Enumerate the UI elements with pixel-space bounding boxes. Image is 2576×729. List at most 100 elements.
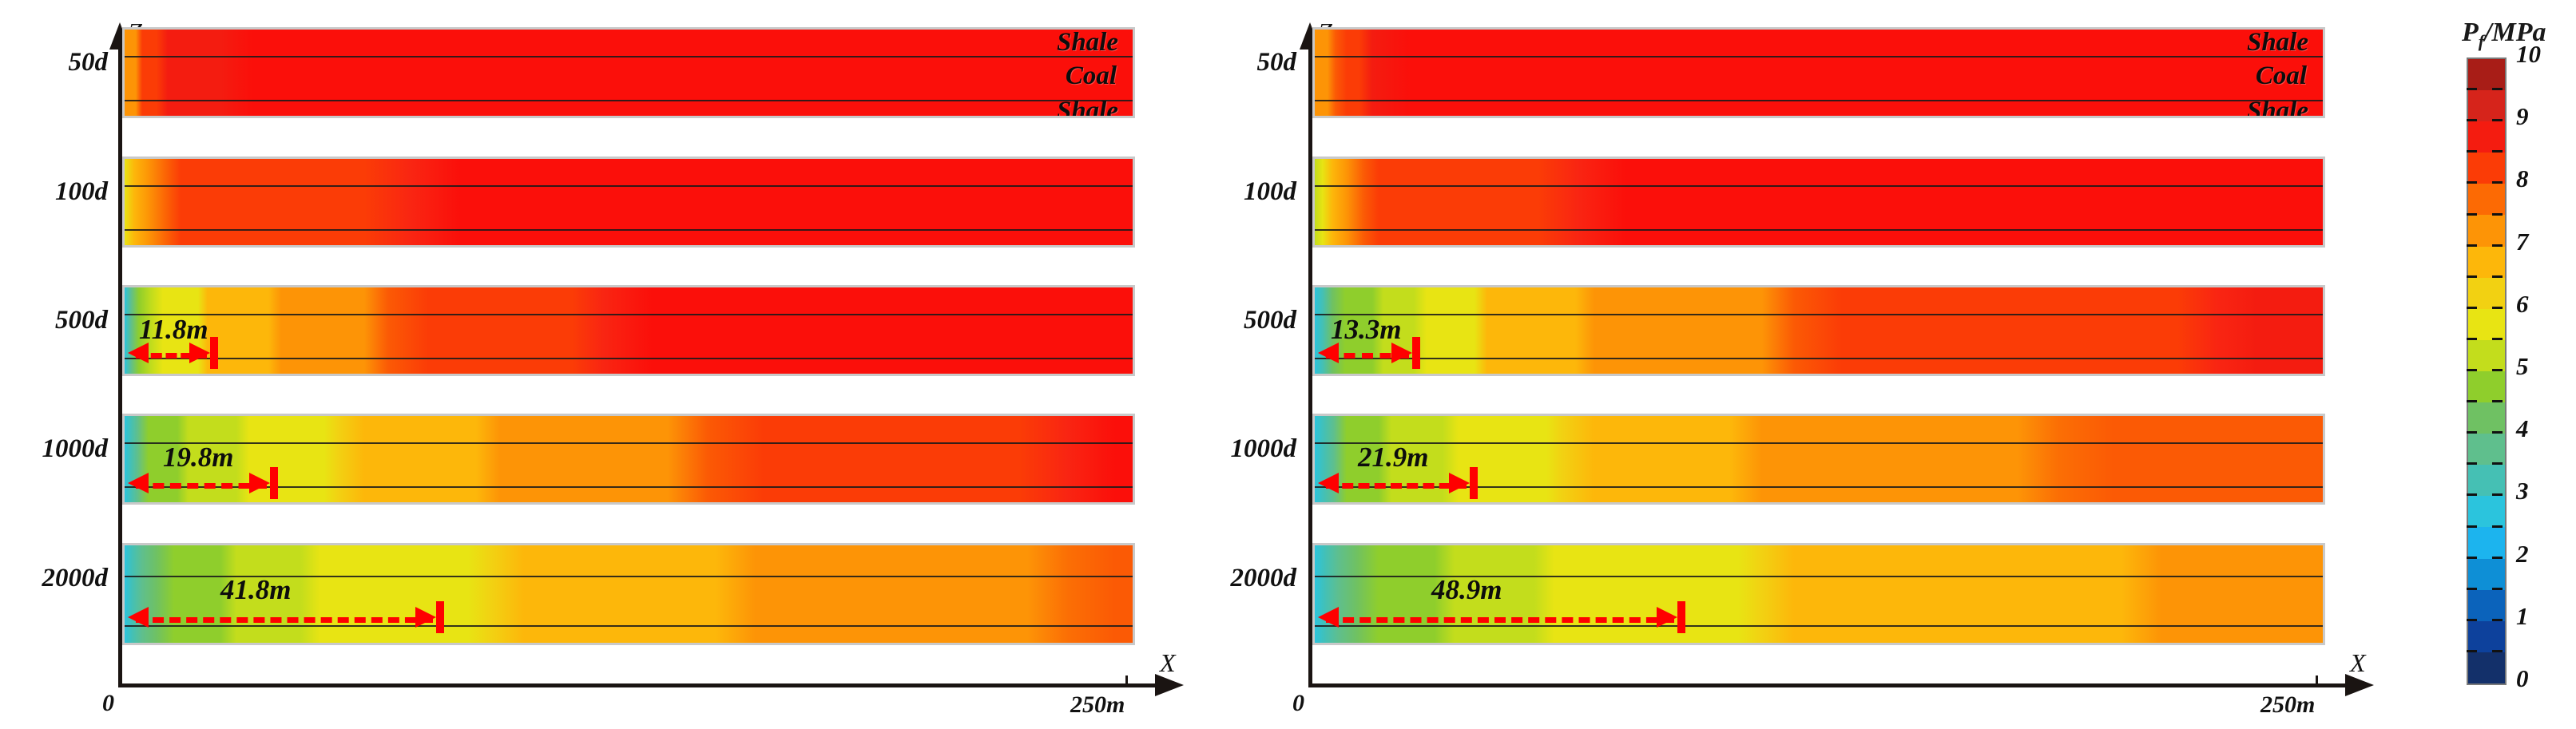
contour-strip-a-2000d: 41.8m [122, 543, 1135, 645]
colorbar: Pf/MPa 10 9 8 7 6 5 4 3 2 1 0 [2452, 0, 2576, 729]
measurement-arrowhead-left [1318, 607, 1339, 628]
contour-strip-a-500d: 11.8m [122, 285, 1135, 376]
colorbar-tick-mark-r-18 [2492, 618, 2503, 621]
layer-boundary-a-50d-2 [125, 100, 1133, 101]
measurement-label-b-500d: 13.3m [1331, 314, 1402, 345]
layer-boundary-b-50d-1 [1315, 56, 2323, 57]
x-axis-tick-max-b [2316, 676, 2318, 687]
measurement-arrowhead-left [128, 607, 149, 628]
colorbar-band-18 [2468, 620, 2505, 652]
colorbar-band-14 [2468, 496, 2505, 528]
z-axis-line-a [118, 48, 122, 687]
colorbar-title-symbol: P [2462, 18, 2479, 47]
colorbar-tick-mark-l-6 [2467, 244, 2477, 247]
rock-label-a-shale-bottom: Shale [1056, 97, 1118, 118]
colorbar-tick-mark-l-4 [2467, 181, 2477, 184]
colorbar-band-6 [2468, 246, 2505, 278]
rock-label-b-shale-bottom: Shale [2246, 97, 2308, 118]
colorbar-tick-mark-l-7 [2467, 275, 2477, 278]
colorbar-band-19 [2468, 652, 2505, 683]
colorbar-tick-mark-l-14 [2467, 493, 2477, 497]
colorbar-tick-mark-r-1 [2492, 88, 2503, 91]
measurement-arrowhead-left [1318, 343, 1339, 363]
contour-fill-a-1000d [125, 416, 1133, 502]
colorbar-tick-mark-r-4 [2492, 181, 2503, 184]
colorbar-tick-mark-r-2 [2492, 119, 2503, 122]
layer-boundary-a-100d-2 [125, 229, 1133, 231]
colorbar-band-3 [2468, 153, 2505, 184]
x-axis-line-b [1308, 683, 2347, 687]
measurement-arrowhead-right [415, 607, 436, 628]
colorbar-label-0: 0 [2516, 664, 2529, 692]
colorbar-tick-mark-r-19 [2492, 649, 2503, 652]
colorbar-band-15 [2468, 527, 2505, 559]
measurement-arrowhead-right [1449, 473, 1470, 493]
colorbar-tick-mark-r-3 [2492, 150, 2503, 153]
colorbar-tick-mark-l-15 [2467, 525, 2477, 528]
layer-boundary-b-1000d-1 [1315, 442, 2323, 444]
measurement-arrowhead-right [189, 343, 210, 363]
time-label-a-500d: 500d [55, 306, 108, 335]
contour-fill-a-50d [125, 30, 1133, 116]
measurement-dash-line [1326, 483, 1467, 489]
layer-boundary-b-500d-1 [1315, 314, 2323, 315]
rock-label-a-shale-top: Shale [1056, 28, 1118, 57]
time-label-a-1000d: 1000d [42, 434, 109, 463]
colorbar-tick-mark-r-17 [2492, 587, 2503, 590]
colorbar-tick-mark-r-15 [2492, 525, 2503, 528]
colorbar-tick-mark-r-12 [2492, 431, 2503, 434]
colorbar-title: Pf/MPa [2462, 18, 2546, 52]
measurement-arrowhead-right [1657, 607, 1677, 628]
x-axis-arrow-a [1155, 674, 1184, 696]
colorbar-band-17 [2468, 589, 2505, 621]
layer-boundary-a-50d-1 [125, 56, 1133, 57]
colorbar-tick-mark-l-1 [2467, 88, 2477, 91]
time-label-b-1000d: 1000d [1230, 434, 1297, 463]
colorbar-band-16 [2468, 558, 2505, 590]
colorbar-label-8: 8 [2516, 164, 2529, 193]
measurement-end-cap [436, 601, 444, 633]
contour-strip-b-2000d: 48.9m [1312, 543, 2325, 645]
layer-boundary-b-100d-1 [1315, 185, 2323, 187]
colorbar-title-subscript: f [2478, 30, 2485, 51]
colorbar-band-1 [2468, 90, 2505, 122]
colorbar-tick-mark-r-16 [2492, 556, 2503, 559]
layer-boundary-b-500d-2 [1315, 358, 2323, 359]
colorbar-tick-mark-l-9 [2467, 337, 2477, 340]
layer-boundary-a-500d-1 [125, 314, 1133, 315]
contour-strip-b-100d [1312, 156, 2325, 248]
colorbar-tick-mark-l-2 [2467, 119, 2477, 122]
colorbar-band-13 [2468, 465, 2505, 497]
measurement-arrowhead-left [1318, 473, 1339, 493]
colorbar-band-4 [2468, 184, 2505, 216]
colorbar-tick-mark-r-11 [2492, 400, 2503, 403]
colorbar-band-10 [2468, 370, 2505, 403]
colorbar-tick-mark-l-18 [2467, 618, 2477, 621]
measurement-label-a-500d: 11.8m [139, 314, 208, 345]
layer-boundary-b-2000d-2 [1315, 625, 2323, 627]
measurement-end-cap [210, 337, 218, 369]
layer-boundary-a-2000d-1 [125, 576, 1133, 577]
colorbar-tick-mark-l-12 [2467, 431, 2477, 434]
colorbar-tick-mark-r-7 [2492, 275, 2503, 278]
colorbar-label-6: 6 [2516, 289, 2529, 318]
colorbar-tick-mark-l-13 [2467, 462, 2477, 466]
time-label-a-100d: 100d [55, 177, 108, 206]
colorbar-tick-mark-r-14 [2492, 493, 2503, 497]
colorbar-tick-mark-l-16 [2467, 556, 2477, 559]
time-label-b-500d: 500d [1244, 306, 1296, 335]
rock-label-b-coal: Coal [2255, 61, 2307, 90]
x-origin-label-a: 0 [102, 690, 114, 716]
measurement-label-a-1000d: 19.8m [163, 442, 234, 473]
measurement-end-cap [1470, 467, 1478, 499]
x-axis-tick-max-a [1125, 676, 1128, 687]
contour-strip-b-500d: 13.3m [1312, 285, 2325, 376]
z-axis-line-b [1308, 48, 1312, 687]
layer-boundary-a-100d-1 [125, 185, 1133, 187]
x-max-label-b: 250m [2260, 691, 2316, 718]
measurement-end-cap [1677, 601, 1685, 633]
measurement-label-b-1000d: 21.9m [1358, 442, 1429, 473]
contour-fill-b-500d [1315, 287, 2323, 374]
time-label-b-50d: 50d [1256, 48, 1297, 77]
